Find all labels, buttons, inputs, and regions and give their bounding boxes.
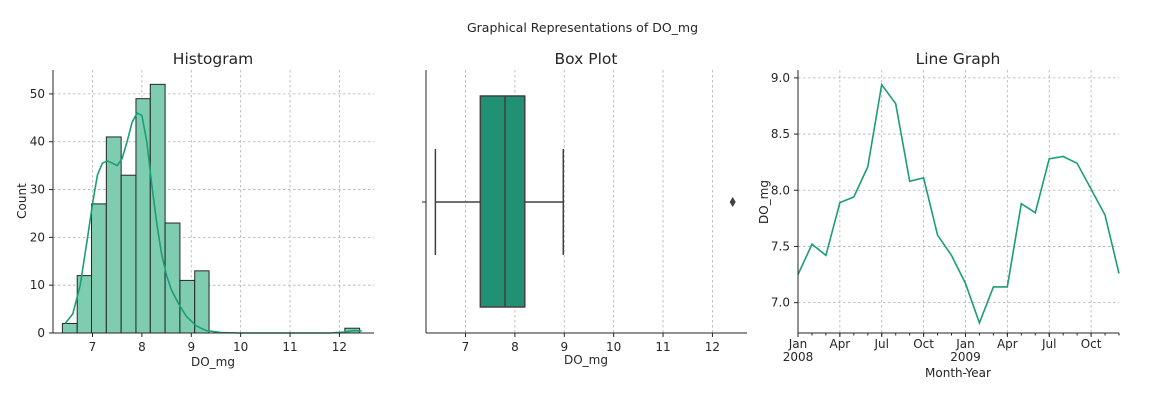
line-y-tick-label: 7.5 [771, 239, 790, 253]
line-x-tick-label: Apr [997, 337, 1018, 351]
histogram-y-tick-label: 40 [30, 135, 45, 149]
histogram-y-tick-label: 10 [30, 278, 45, 292]
histogram-y-tick-label: 50 [30, 87, 45, 101]
line-series [797, 82, 1120, 326]
histogram-bar [149, 83, 166, 334]
histogram-bar [76, 275, 93, 334]
histogram-x-tick-label: 7 [89, 340, 97, 354]
boxplot-x-tick-label: 7 [462, 340, 470, 354]
boxplot-x-tick-label: 8 [511, 340, 519, 354]
histogram-bar [135, 98, 151, 334]
boxplot-panel: Box Plot 7 8 9 10 11 12 DO_mg [422, 50, 747, 367]
line-title: Line Graph [916, 50, 1001, 68]
boxplot-x-tick-label: 11 [655, 340, 670, 354]
histogram-x-tick-label: 9 [187, 340, 195, 354]
line-x-tick-label: Jan [955, 337, 975, 351]
histogram-y-tick-label: 30 [30, 183, 45, 197]
histogram-y-label: Count [15, 183, 29, 219]
histogram-x-label: DO_mg [191, 355, 235, 369]
histogram-y-tick-label: 0 [37, 326, 45, 340]
line-x-tick-year: 2009 [950, 350, 981, 364]
line-y-tick-label: 8.5 [771, 127, 790, 141]
boxplot-x-ticks: 7 8 9 10 11 12 [422, 201, 720, 354]
histogram-bar [179, 279, 196, 334]
line-y-tick-label: 7.0 [771, 296, 790, 310]
line-x-label: Month-Year [925, 366, 991, 380]
histogram-bar [105, 136, 122, 334]
line-x-tick-label: Jan [788, 337, 808, 351]
line-y-tick-label: 8.0 [771, 183, 790, 197]
line-y-ticks: 7.0 7.5 8.0 8.5 9.0 [771, 71, 798, 310]
histogram-bar [194, 270, 210, 334]
line-y-label: DO_mg [757, 180, 771, 224]
boxplot-x-tick-label: 9 [560, 340, 568, 354]
histogram-x-tick-label: 10 [233, 340, 248, 354]
histogram-bar [61, 322, 78, 334]
histogram-bar [91, 203, 107, 334]
line-x-tick-label: Oct [1081, 337, 1102, 351]
histogram-x-tick-label: 11 [282, 340, 297, 354]
histogram-title: Histogram [173, 50, 253, 68]
histogram-x-tick-label: 12 [332, 340, 347, 354]
histogram-y-tick-label: 20 [30, 230, 45, 244]
line-x-tick-label: Jul [1041, 337, 1056, 351]
histogram-bars [61, 83, 361, 334]
histogram-bar [120, 174, 137, 334]
line-x-tick-year: 2008 [783, 350, 814, 364]
line-x-tick-label: Jul [873, 337, 888, 351]
boxplot-outlier [729, 197, 736, 207]
histogram-panel: Histogram 7 8 9 10 11 12 0 10 20 30 40 50 DO_mg Co… [15, 50, 374, 369]
boxplot-marks [434, 95, 736, 308]
histogram-x-tick-label: 8 [138, 340, 146, 354]
boxplot-x-label: DO_mg [564, 353, 608, 367]
boxplot-title: Box Plot [555, 50, 618, 68]
line-x-tick-label: Oct [913, 337, 934, 351]
figure-title: Graphical Representations of DO_mg [466, 20, 699, 35]
line-x-tick-label: Apr [829, 337, 850, 351]
line-y-tick-label: 9.0 [771, 71, 790, 85]
histogram-y-ticks: 0 10 20 30 40 50 [30, 87, 53, 340]
line-grid [797, 70, 1119, 333]
boxplot-x-tick-label: 10 [606, 340, 621, 354]
histogram-x-ticks: 7 8 9 10 11 12 [89, 333, 347, 354]
boxplot-x-tick-label: 12 [705, 340, 720, 354]
boxplot-box [479, 95, 526, 308]
